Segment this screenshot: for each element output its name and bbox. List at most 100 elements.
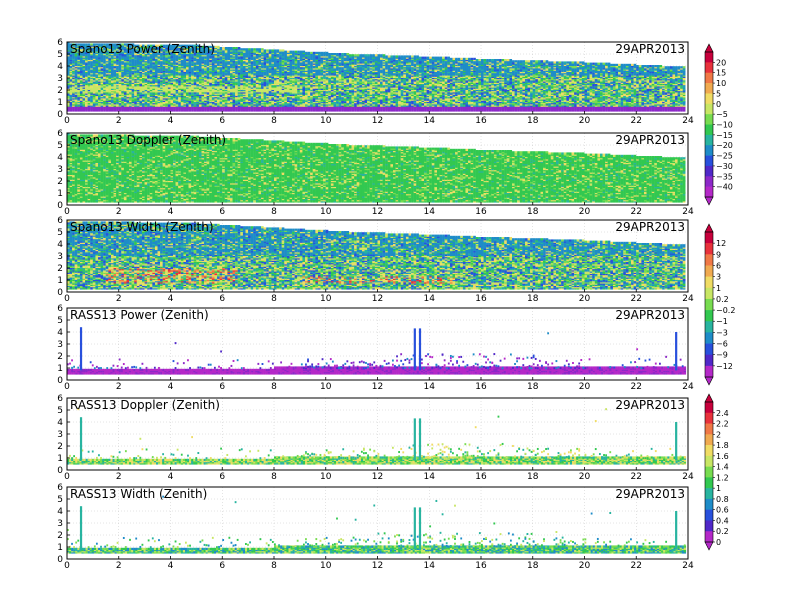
colorbar-bottom-arrow (704, 541, 714, 551)
colorbar-swatch (705, 423, 713, 435)
panel-date: 29APR2013 (615, 487, 685, 501)
x-tick-label: 2 (116, 116, 122, 126)
x-tick-label: 8 (271, 472, 277, 482)
panel-title: RASS13 Width (Zenith) (70, 487, 207, 501)
x-tick-label: 10 (320, 561, 332, 571)
x-tick-label: 24 (682, 294, 694, 304)
colorbar-swatch (705, 466, 713, 478)
x-tick-label: 0 (64, 472, 70, 482)
colorbar-swatch (705, 509, 713, 521)
y-tick-label: 4 (57, 507, 63, 517)
x-tick-label: 2 (116, 382, 122, 392)
colorbar-label: −25 (716, 152, 733, 161)
y-tick-label: 3 (57, 252, 63, 262)
y-tick-label: 0 (57, 555, 63, 565)
x-tick-label: 14 (424, 207, 436, 217)
x-tick-label: 24 (682, 561, 694, 571)
colorbar-label: 1 (716, 284, 721, 293)
y-tick-label: 4 (57, 62, 63, 72)
colorbar-label: 0 (716, 538, 721, 547)
colorbar-label: 2.4 (716, 409, 729, 418)
colorbar-swatch (705, 72, 713, 84)
colorbar-label: 0.6 (716, 506, 729, 515)
colorbar-swatch (705, 354, 713, 367)
y-tick-label: 5 (57, 141, 63, 151)
y-tick-label: 2 (57, 531, 63, 541)
colorbar-swatch (705, 145, 713, 156)
x-tick-label: 20 (579, 294, 591, 304)
x-tick-label: 24 (682, 207, 694, 217)
colorbar-swatch (705, 176, 713, 187)
y-tick-label: 5 (57, 228, 63, 238)
panel-date: 29APR2013 (615, 42, 685, 56)
y-tick-label: 5 (57, 316, 63, 326)
colorbar-label: −6 (716, 340, 728, 349)
y-tick-label: 6 (57, 394, 63, 404)
colorbar-label: 12 (716, 239, 726, 248)
colorbar-bottom-arrow (704, 376, 714, 386)
colorbar-swatch (705, 254, 713, 266)
panel-date: 29APR2013 (615, 398, 685, 412)
x-tick-label: 12 (372, 472, 383, 482)
x-tick-label: 10 (320, 116, 332, 126)
x-tick-label: 22 (631, 382, 642, 392)
x-tick-label: 16 (475, 472, 487, 482)
panel-title: Spano13 Power (Zenith) (70, 42, 215, 56)
y-tick-label: 1 (57, 276, 63, 286)
colorbar-swatch (705, 488, 713, 500)
x-tick-label: 4 (168, 116, 174, 126)
x-tick-label: 0 (64, 294, 70, 304)
colorbar-swatch (705, 332, 713, 344)
y-tick-label: 3 (57, 74, 63, 84)
colorbar-label: 0.8 (716, 495, 729, 504)
x-tick-label: 6 (219, 116, 225, 126)
colorbar-swatch (705, 310, 713, 322)
y-tick-label: 4 (57, 240, 63, 250)
y-tick-label: 5 (57, 406, 63, 416)
colorbar-label: 1.2 (716, 473, 729, 482)
y-tick-label: 0 (57, 376, 63, 386)
x-tick-label: 16 (475, 294, 487, 304)
x-tick-label: 20 (579, 116, 591, 126)
x-tick-label: 18 (527, 116, 539, 126)
colorbar-swatch (705, 365, 713, 378)
colorbar-swatch (705, 93, 713, 105)
x-tick-label: 2 (116, 207, 122, 217)
x-tick-label: 2 (116, 561, 122, 571)
y-tick-label: 6 (57, 483, 63, 493)
colorbar-swatch (705, 232, 713, 244)
colorbar-3: 2.4 2.22 1.8 1.6 1.41.2 1 0.8 0.60.4 0.2 0 (704, 393, 729, 551)
panel-date: 29APR2013 (615, 220, 685, 234)
colorbar-label: 3 (716, 273, 721, 282)
y-tick-label: 4 (57, 418, 63, 428)
colorbar-label: 20 (716, 58, 726, 67)
x-tick-label: 18 (527, 472, 539, 482)
x-tick-label: 10 (320, 472, 332, 482)
colorbar-label: −5 (716, 110, 728, 119)
colorbar-label: 15 (716, 69, 726, 78)
colorbar-label: −35 (716, 172, 733, 181)
colorbar-top-arrow (704, 223, 714, 233)
x-tick-label: 2 (116, 472, 122, 482)
y-tick-label: 1 (57, 189, 63, 199)
colorbar-swatch (705, 321, 713, 333)
colorbar-swatch (705, 52, 713, 63)
colorbar-swatch (705, 520, 713, 532)
heatmap-cells (67, 220, 686, 290)
colorbar-label: 2.2 (716, 420, 729, 429)
x-tick-label: 24 (682, 472, 694, 482)
x-tick-label: 14 (424, 382, 436, 392)
colorbar-swatch (705, 434, 713, 446)
x-tick-label: 2 (116, 294, 122, 304)
colorbar-swatch (705, 402, 713, 414)
x-tick-label: 8 (271, 116, 277, 126)
x-tick-label: 18 (527, 382, 539, 392)
x-tick-label: 8 (271, 561, 277, 571)
panel-date: 29APR2013 (615, 308, 685, 322)
y-tick-label: 0 (57, 201, 63, 211)
colorbar-label: 0.2 (716, 295, 729, 304)
x-tick-label: 4 (168, 382, 174, 392)
x-tick-label: 12 (372, 116, 383, 126)
x-tick-label: 22 (631, 561, 642, 571)
y-tick-label: 1 (57, 98, 63, 108)
